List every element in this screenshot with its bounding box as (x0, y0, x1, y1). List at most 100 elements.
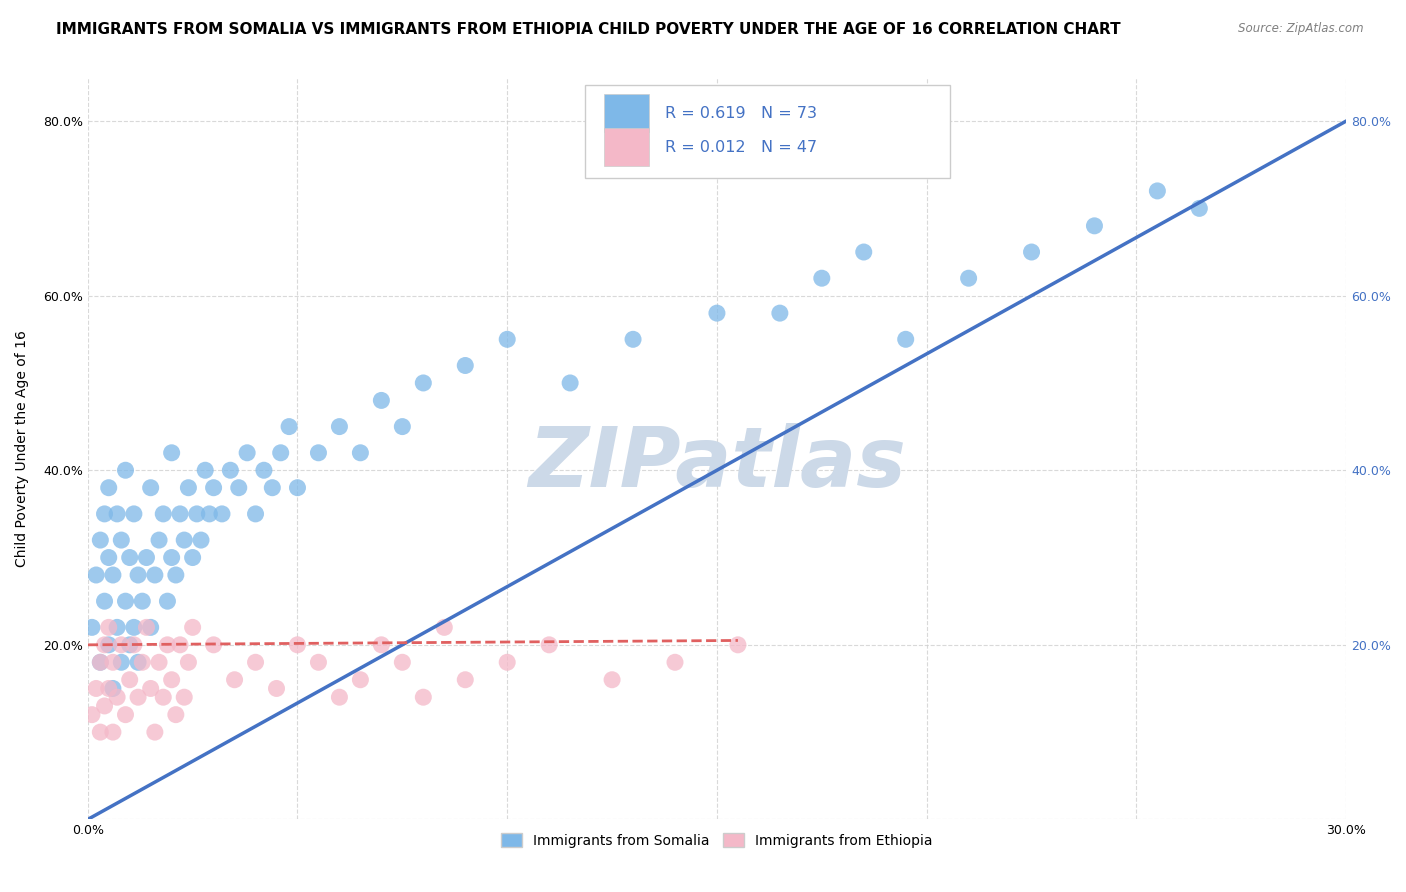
Point (110, 533, 132, 547)
Point (135, 550, 157, 565)
Point (307, 446, 329, 460)
Point (228, 481, 250, 495)
Point (93, 698, 115, 713)
Point (80, 620, 103, 634)
Point (139, 620, 162, 634)
Point (114, 707, 136, 722)
Point (122, 620, 145, 634)
Point (143, 568, 166, 582)
Point (93, 638, 115, 652)
Point (307, 655, 329, 669)
Point (97, 481, 120, 495)
Point (156, 638, 179, 652)
Point (194, 463, 217, 477)
Point (769, 306, 792, 320)
Point (165, 707, 187, 722)
Text: Source: ZipAtlas.com: Source: ZipAtlas.com (1239, 22, 1364, 36)
FancyBboxPatch shape (603, 128, 650, 167)
Point (190, 533, 212, 547)
Point (433, 620, 456, 634)
FancyBboxPatch shape (585, 85, 949, 178)
Point (538, 638, 561, 652)
Point (811, 271, 834, 285)
Point (131, 655, 153, 669)
Point (1083, 219, 1105, 233)
Point (105, 507, 128, 521)
Point (148, 533, 170, 547)
Point (89, 725, 111, 739)
Point (105, 620, 128, 634)
Point (370, 393, 392, 408)
Point (131, 594, 153, 608)
Point (496, 655, 519, 669)
Text: R = 0.619   N = 73: R = 0.619 N = 73 (665, 105, 817, 120)
Point (278, 419, 301, 434)
Point (600, 673, 623, 687)
Point (496, 332, 519, 346)
Point (84, 681, 107, 696)
Point (89, 655, 111, 669)
Point (122, 507, 145, 521)
Point (114, 463, 136, 477)
Point (101, 655, 124, 669)
Point (169, 507, 191, 521)
Point (135, 620, 157, 634)
Point (127, 568, 149, 582)
Point (177, 655, 200, 669)
Point (101, 725, 124, 739)
Point (245, 507, 267, 521)
Point (173, 533, 195, 547)
Point (118, 673, 141, 687)
Point (127, 655, 149, 669)
Point (1146, 184, 1168, 198)
Point (122, 638, 145, 652)
Point (101, 681, 124, 696)
Point (181, 550, 204, 565)
Point (412, 690, 434, 705)
Point (173, 690, 195, 705)
Point (266, 681, 288, 696)
Text: IMMIGRANTS FROM SOMALIA VS IMMIGRANTS FROM ETHIOPIA CHILD POVERTY UNDER THE AGE : IMMIGRANTS FROM SOMALIA VS IMMIGRANTS FR… (56, 22, 1121, 37)
Y-axis label: Child Poverty Under the Age of 16: Child Poverty Under the Age of 16 (15, 330, 30, 566)
Point (349, 673, 371, 687)
Text: R = 0.012   N = 47: R = 0.012 N = 47 (665, 140, 817, 154)
Point (97, 681, 120, 696)
Point (211, 507, 233, 521)
Point (97, 638, 120, 652)
Point (328, 419, 350, 434)
Point (894, 332, 917, 346)
Point (177, 481, 200, 495)
Point (186, 507, 208, 521)
Point (93, 594, 115, 608)
Point (97, 620, 120, 634)
Point (270, 446, 292, 460)
Point (165, 568, 187, 582)
Point (118, 638, 141, 652)
Point (114, 594, 136, 608)
Point (236, 446, 259, 460)
Point (391, 655, 413, 669)
Point (1021, 245, 1043, 260)
FancyBboxPatch shape (603, 94, 650, 132)
Point (370, 638, 392, 652)
Point (253, 463, 276, 477)
Point (245, 655, 267, 669)
Point (287, 638, 309, 652)
Point (139, 481, 162, 495)
Point (97, 550, 120, 565)
Point (152, 690, 174, 705)
Point (160, 673, 183, 687)
Point (139, 681, 162, 696)
Point (706, 306, 728, 320)
Point (169, 638, 191, 652)
Point (160, 550, 183, 565)
Point (148, 655, 170, 669)
Point (219, 463, 242, 477)
Point (110, 638, 132, 652)
Point (89, 655, 111, 669)
Point (454, 359, 477, 373)
Point (80, 707, 103, 722)
Point (664, 655, 686, 669)
Point (156, 594, 179, 608)
Point (160, 446, 183, 460)
